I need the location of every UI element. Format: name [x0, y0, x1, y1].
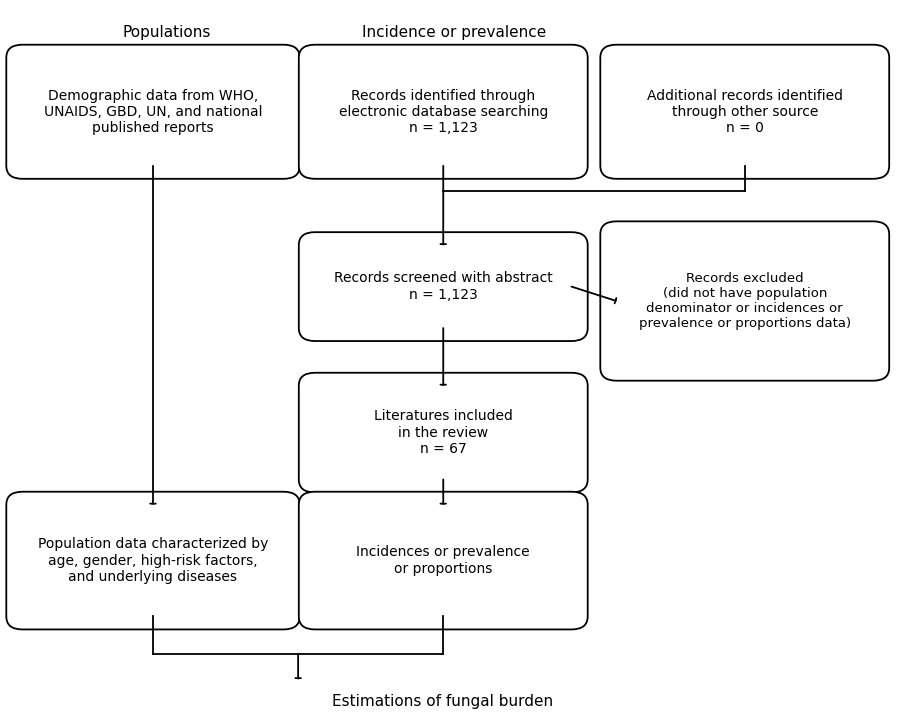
FancyBboxPatch shape	[299, 45, 588, 179]
Text: Demographic data from WHO,
UNAIDS, GBD, UN, and national
published reports: Demographic data from WHO, UNAIDS, GBD, …	[44, 89, 262, 135]
Text: Incidence or prevalence: Incidence or prevalence	[363, 25, 546, 40]
FancyBboxPatch shape	[299, 492, 588, 629]
FancyBboxPatch shape	[6, 492, 300, 629]
Text: Population data characterized by
age, gender, high-risk factors,
and underlying : Population data characterized by age, ge…	[38, 537, 268, 584]
Text: Estimations of fungal burden: Estimations of fungal burden	[332, 694, 554, 709]
Text: Literatures included
in the review
n = 67: Literatures included in the review n = 6…	[374, 410, 513, 456]
Text: Incidences or prevalence
or proportions: Incidences or prevalence or proportions	[356, 546, 530, 575]
Text: Records screened with abstract
n = 1,123: Records screened with abstract n = 1,123	[334, 272, 553, 301]
Text: Records identified through
electronic database searching
n = 1,123: Records identified through electronic da…	[338, 89, 548, 135]
FancyBboxPatch shape	[600, 45, 889, 179]
Text: Additional records identified
through other source
n = 0: Additional records identified through ot…	[647, 89, 842, 135]
Text: Records excluded
(did not have population
denominator or incidences or
prevalenc: Records excluded (did not have populatio…	[639, 272, 850, 330]
FancyBboxPatch shape	[299, 373, 588, 492]
Text: Populations: Populations	[122, 25, 211, 40]
FancyBboxPatch shape	[600, 221, 889, 381]
FancyBboxPatch shape	[6, 45, 300, 179]
FancyBboxPatch shape	[299, 232, 588, 341]
